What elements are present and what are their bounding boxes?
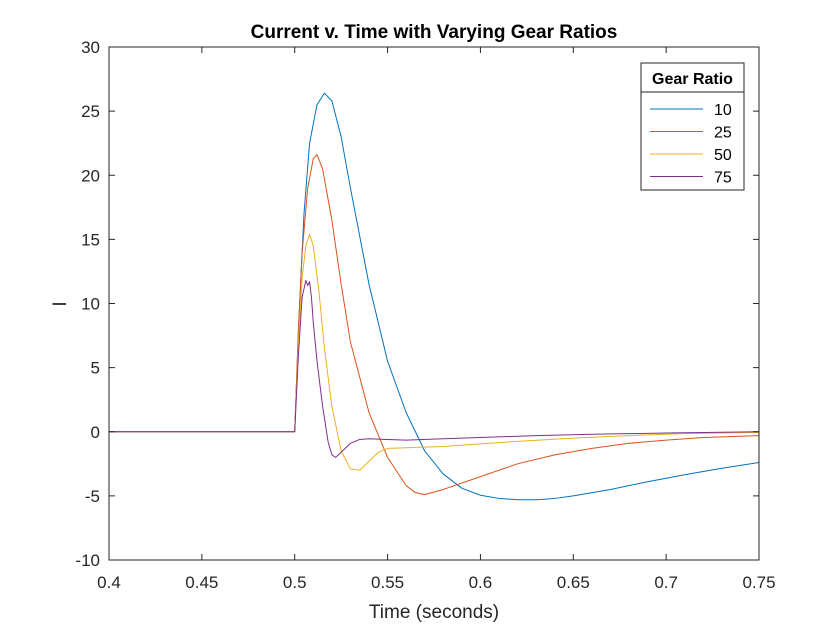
series-line-75 [109,279,760,458]
legend: Gear Ratio 10 25 50 75 [640,62,745,191]
y-tick-label: 10 [81,295,100,314]
x-tick-label: 0.4 [97,573,121,592]
x-tick-label: 0.5 [283,573,307,592]
y-tick-label: 20 [81,166,100,185]
x-tick-label: 0.6 [469,573,493,592]
legend-title: Gear Ratio [652,71,733,88]
legend-label-25: 25 [714,125,732,142]
series-layer [109,92,760,501]
x-tick-label: 0.55 [371,573,404,592]
y-tick-label: 0 [91,423,100,442]
series-line-10 [109,92,760,501]
chart-title: Current v. Time with Varying Gear Ratios [251,22,618,43]
x-ticks: 0.4 0.45 0.5 0.55 0.6 0.65 0.7 0.75 [97,47,776,592]
x-tick-label: 0.45 [185,573,218,592]
legend-label-50: 50 [714,147,732,164]
y-tick-label: 15 [81,230,100,249]
y-ticks: -10 -5 0 5 10 15 20 25 30 [75,38,759,570]
x-tick-label: 0.75 [742,573,775,592]
y-tick-label: 5 [91,359,100,378]
legend-label-10: 10 [714,102,732,119]
legend-items: 10 25 50 75 [650,102,732,187]
legend-box [640,62,745,191]
x-tick-label: 0.7 [654,573,678,592]
series-line-50 [109,233,760,471]
y-tick-label: 25 [81,102,100,121]
x-axis-title: Time (seconds) [369,602,499,623]
legend-label-75: 75 [714,170,732,187]
y-axis-title: I [50,301,71,306]
y-tick-label: -5 [85,487,100,506]
y-tick-label: 30 [81,38,100,57]
series-line-25 [109,154,760,496]
x-tick-label: 0.65 [557,573,590,592]
y-tick-label: -10 [75,551,100,570]
